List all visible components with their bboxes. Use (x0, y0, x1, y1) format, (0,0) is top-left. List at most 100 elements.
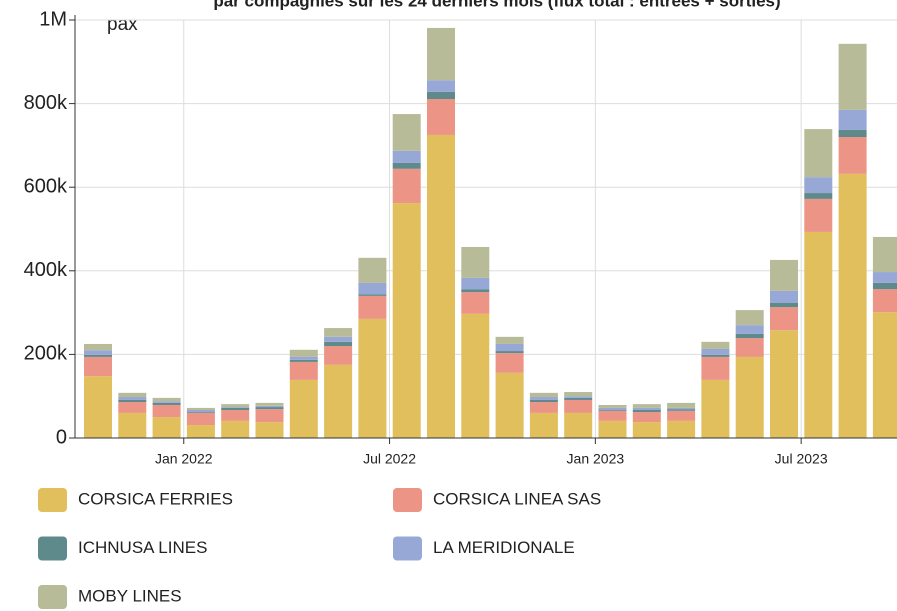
bar-segment (427, 27, 455, 81)
bar-segment (118, 392, 147, 398)
bar-segment (598, 409, 627, 411)
bar-segment (632, 409, 661, 413)
bar-segment (427, 134, 455, 438)
bar-segment (358, 282, 387, 295)
bar-segment (255, 405, 284, 408)
legend-label: MOBY LINES (78, 586, 182, 605)
bar-segment (221, 407, 250, 410)
bar-segment (358, 257, 387, 283)
bar-segment (872, 282, 897, 290)
bar-segment (186, 412, 215, 413)
bar-segment (152, 397, 181, 402)
bar-segment (152, 402, 181, 405)
bar-segment (667, 420, 696, 438)
bar-segment (392, 162, 421, 169)
bar-segment (564, 412, 593, 438)
bar-segment (838, 173, 867, 438)
bar-segment (735, 356, 764, 438)
bar-segment (838, 43, 867, 110)
bar-segment (152, 401, 181, 403)
bar-segment (838, 129, 867, 138)
bar-segment (358, 294, 387, 296)
x-tick-label: Jul 2023 (775, 451, 828, 467)
bar-segment (701, 356, 730, 380)
bar-segment (872, 312, 897, 438)
bar-segment (358, 295, 387, 319)
bar-segment (872, 236, 897, 273)
y-tick-label: 800k (24, 92, 68, 114)
bar-segment (392, 168, 421, 204)
bar-segment (495, 353, 524, 373)
bar-segment (598, 420, 627, 438)
bar-segment (701, 379, 730, 438)
legend-swatch (38, 585, 67, 609)
legend-swatch (38, 488, 67, 512)
bar-segment (529, 392, 558, 398)
bar-segment (632, 404, 661, 408)
bar-segment (667, 410, 696, 421)
bar-segment (324, 346, 353, 365)
bar-segment (735, 325, 764, 334)
bar-segment (838, 137, 867, 174)
bar-segment (770, 259, 798, 291)
bar-segment (152, 417, 181, 438)
bar-segment (255, 407, 284, 410)
y-tick-label: 1M (39, 8, 67, 30)
bar-segment (564, 399, 593, 413)
bar-segment (84, 343, 112, 351)
bar-segment (564, 392, 593, 397)
bar-segment (324, 364, 353, 438)
legend-label: ICHNUSA LINES (78, 538, 207, 557)
y-tick-label: 0 (56, 426, 67, 448)
chart-title: par compagnies sur les 24 derniers mois … (213, 0, 780, 10)
bar-segment (392, 114, 421, 151)
bar-segment (495, 343, 524, 352)
bar-segment (84, 356, 112, 377)
bar-segment (529, 399, 558, 403)
x-tick-label: Jul 2022 (363, 451, 416, 467)
bar-segment (186, 407, 215, 410)
bar-segment (667, 409, 696, 411)
bar-segment (701, 341, 730, 349)
bar-segment (324, 341, 353, 347)
bar-segment (735, 333, 764, 339)
bar-segment (392, 150, 421, 163)
bar-segment (701, 348, 730, 355)
bar-segment (186, 412, 215, 426)
bar-segment (118, 397, 147, 400)
bar-segment (427, 99, 455, 135)
bar-segment (324, 328, 353, 337)
bar-segment (770, 290, 798, 303)
bar-segment (598, 404, 627, 408)
bar-segment (358, 318, 387, 438)
bar-segment (529, 402, 558, 413)
bar-segment (118, 399, 147, 403)
bar-segment (564, 396, 593, 398)
y-tick-label: 600k (24, 175, 68, 197)
legend-swatch (393, 536, 422, 561)
bar-segment (221, 407, 250, 408)
bar-segment (667, 407, 696, 410)
bar-segment (804, 177, 833, 194)
bar-segment (255, 409, 284, 423)
bar-segment (427, 80, 455, 92)
legend-swatch (38, 536, 67, 561)
legend-swatch (393, 488, 422, 512)
bar-segment (632, 407, 661, 410)
bar-segment (804, 193, 833, 199)
bar-segment (667, 402, 696, 408)
y-axis-label: pax (107, 14, 138, 35)
bar-segment (461, 313, 490, 438)
bar-segment (461, 292, 490, 314)
bar-segment (84, 350, 112, 355)
bar-segment (495, 351, 524, 354)
bar-segment (392, 203, 421, 438)
bar-segment (84, 354, 112, 357)
bar-segment (735, 310, 764, 326)
bar-segment (186, 425, 215, 438)
legend-label: CORSICA LINEA SAS (433, 489, 601, 508)
bar-segment (289, 361, 318, 380)
bar-segment (529, 412, 558, 438)
bar-segment (255, 402, 284, 406)
